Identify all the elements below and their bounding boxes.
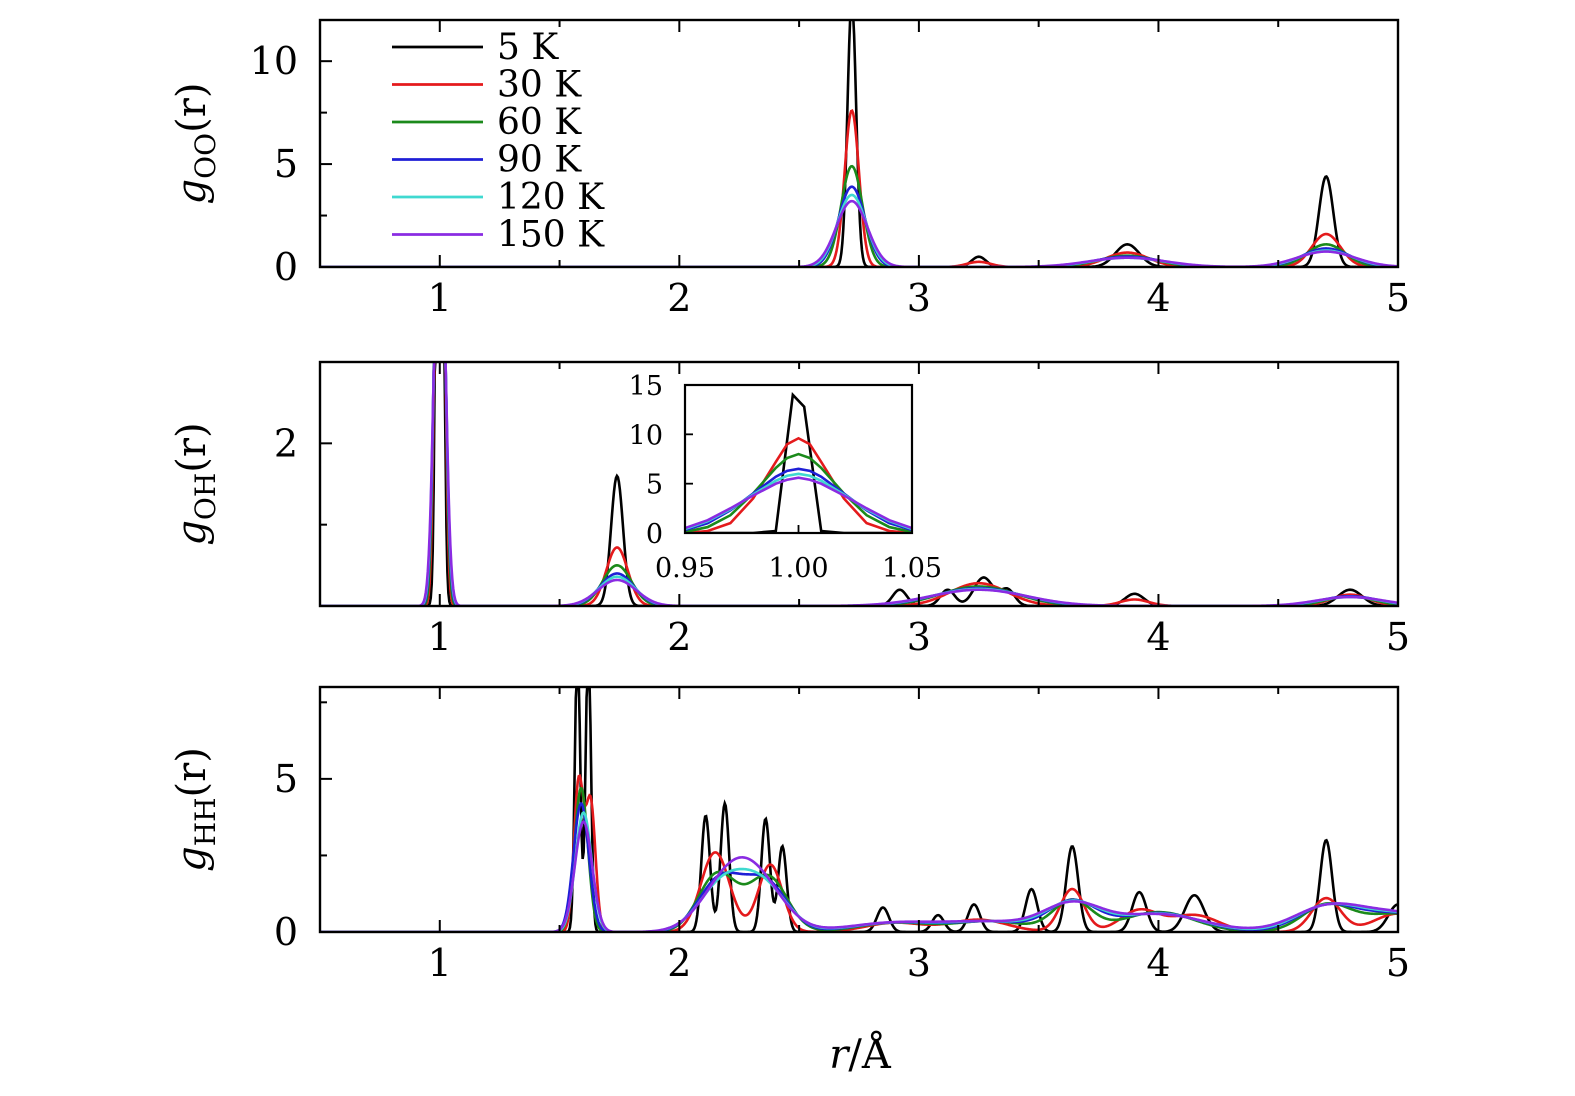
- legend-label: 30 K: [497, 65, 582, 106]
- series-line-30k: [320, 773, 1398, 932]
- inset-series-line-150k: [685, 476, 912, 530]
- x-tick-label: 1: [428, 941, 452, 985]
- x-tick-label: 5: [1386, 276, 1410, 320]
- panel-bottom: 1 2 3 4 5 0 5 gHH(r): [169, 685, 1410, 985]
- x-tick-label: 1: [428, 276, 452, 320]
- x-tick-label: 4: [1146, 941, 1170, 985]
- y-axis-title-bottom: gHH(r): [169, 747, 222, 872]
- panel-top: 1 2 3 4 5 0 5 10 gOO(r): [169, 18, 1410, 320]
- series-line-90k: [320, 802, 1398, 932]
- inset-y-tick-label: 15: [629, 371, 663, 402]
- x-tick-label: 5: [1386, 615, 1410, 659]
- x-tick-label: 3: [907, 276, 931, 320]
- y-tick-label: 5: [274, 757, 298, 801]
- x-tick-label: 4: [1146, 615, 1170, 659]
- series-line-30k: [320, 108, 1398, 267]
- x-tick-label: 3: [907, 941, 931, 985]
- y-axis-title-top: gOO(r): [169, 83, 222, 205]
- y-tick-label: 0: [274, 910, 298, 954]
- x-tick-label: 4: [1146, 276, 1170, 320]
- y-axis-title-middle: gOH(r): [169, 422, 222, 545]
- y-tick-label: 5: [274, 142, 298, 186]
- inset-x-tick-label: 1.05: [882, 553, 942, 584]
- series-group: [320, 687, 1398, 932]
- y-tick-label: 2: [274, 421, 298, 465]
- legend-label: 5 K: [497, 27, 559, 68]
- plot-frame: [318, 685, 1400, 934]
- plot-frame: [318, 360, 1400, 608]
- x-tick-label: 2: [667, 276, 691, 320]
- legend-label: 120 K: [497, 177, 605, 218]
- x-tick-label: 2: [667, 941, 691, 985]
- series-line-5k: [320, 687, 1398, 932]
- inset-x-tick-label: 1.00: [768, 553, 828, 584]
- y-tick-label: 0: [274, 245, 298, 289]
- series-line-5k: [320, 20, 1398, 267]
- series-line-120k: [320, 810, 1398, 932]
- series-line-60k: [320, 786, 1398, 932]
- y-tick-label: 10: [250, 39, 298, 83]
- x-axis-title: r/Å: [829, 1031, 892, 1078]
- series-group: [320, 20, 1398, 267]
- legend-label: 90 K: [497, 140, 582, 181]
- x-tick-label: 5: [1386, 941, 1410, 985]
- series-line-150k: [320, 820, 1398, 932]
- x-tick-label: 2: [667, 615, 691, 659]
- inset-x-tick-label: 0.95: [655, 553, 715, 584]
- x-tick-label: 3: [907, 615, 931, 659]
- inset-y-tick-label: 5: [646, 470, 663, 501]
- legend-label: 60 K: [497, 102, 582, 143]
- inset-y-tick-label: 0: [646, 519, 663, 550]
- inset-plot: 0.95 1.00 1.05 0 5 10 15: [629, 371, 942, 584]
- legend-label: 150 K: [497, 215, 605, 256]
- inset-series-line-60k: [685, 452, 912, 533]
- inset-series-line-30k: [685, 436, 912, 533]
- inset-y-tick-label: 10: [629, 420, 663, 451]
- panel-middle: 1 2 3 4 5 2 gOH(r) 0.95 1.00 1.05 0 5 10 15: [169, 360, 1410, 659]
- x-tick-label: 1: [428, 615, 452, 659]
- plot-frame: [318, 18, 1400, 269]
